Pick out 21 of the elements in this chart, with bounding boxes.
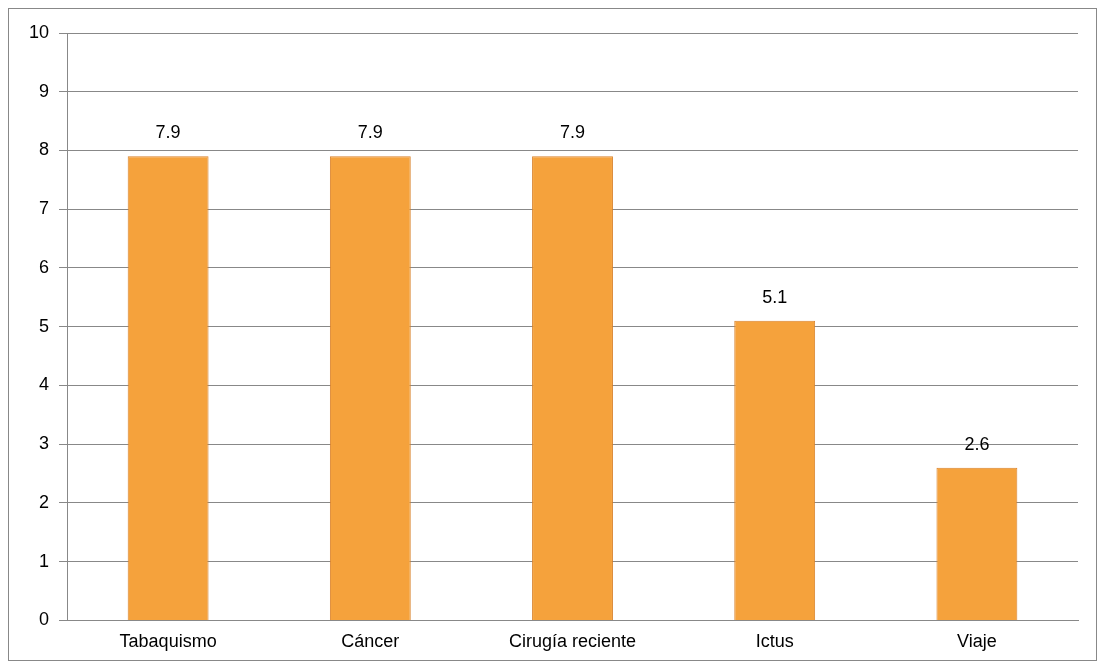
- data-label: 2.6: [964, 433, 990, 454]
- x-tick-label: Cirugía reciente: [508, 631, 637, 652]
- y-tick-label: 2: [39, 491, 50, 512]
- y-tick-label: 7: [39, 198, 50, 219]
- y-tick-label: 0: [39, 609, 50, 630]
- y-tick-label: 3: [39, 433, 50, 454]
- data-label: 7.9: [560, 122, 586, 143]
- y-tick-label: 1: [39, 550, 50, 571]
- data-label: 7.9: [155, 122, 181, 143]
- y-tick-label: 6: [39, 256, 50, 277]
- x-tick-label: Viaje: [957, 631, 997, 652]
- x-tick-label: Cáncer: [341, 631, 400, 652]
- y-tick-label: 10: [28, 21, 50, 42]
- y-tick-label: 9: [39, 80, 50, 101]
- x-tick-label: Ictus: [755, 631, 794, 652]
- y-tick-label: 5: [39, 315, 50, 336]
- x-tick-label: Tabaquismo: [119, 631, 217, 652]
- data-label: 5.1: [762, 286, 788, 307]
- y-tick-label: 8: [39, 139, 50, 160]
- data-label: 7.9: [357, 122, 383, 143]
- y-tick-label: 4: [39, 374, 50, 395]
